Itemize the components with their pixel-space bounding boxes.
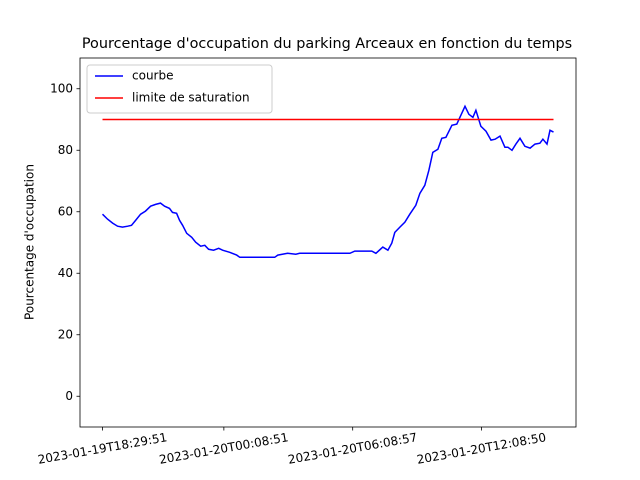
legend-label: courbe	[132, 69, 173, 83]
y-tick-label: 60	[58, 204, 73, 218]
plot-area	[101, 104, 554, 259]
y-tick-label: 80	[58, 143, 73, 157]
legend-label: limite de saturation	[132, 91, 250, 105]
y-tick-label: 40	[58, 266, 73, 280]
y-axis-label: Pourcentage d'occupation	[23, 164, 37, 320]
chart-title: Pourcentage d'occupation du parking Arce…	[82, 36, 572, 52]
legend-box	[86, 64, 273, 114]
y-tick-label: 100	[50, 81, 73, 95]
line-series	[101, 104, 554, 259]
axes-frame	[79, 57, 577, 428]
y-tick-label: 20	[58, 327, 73, 341]
y-tick-label: 0	[65, 389, 73, 403]
